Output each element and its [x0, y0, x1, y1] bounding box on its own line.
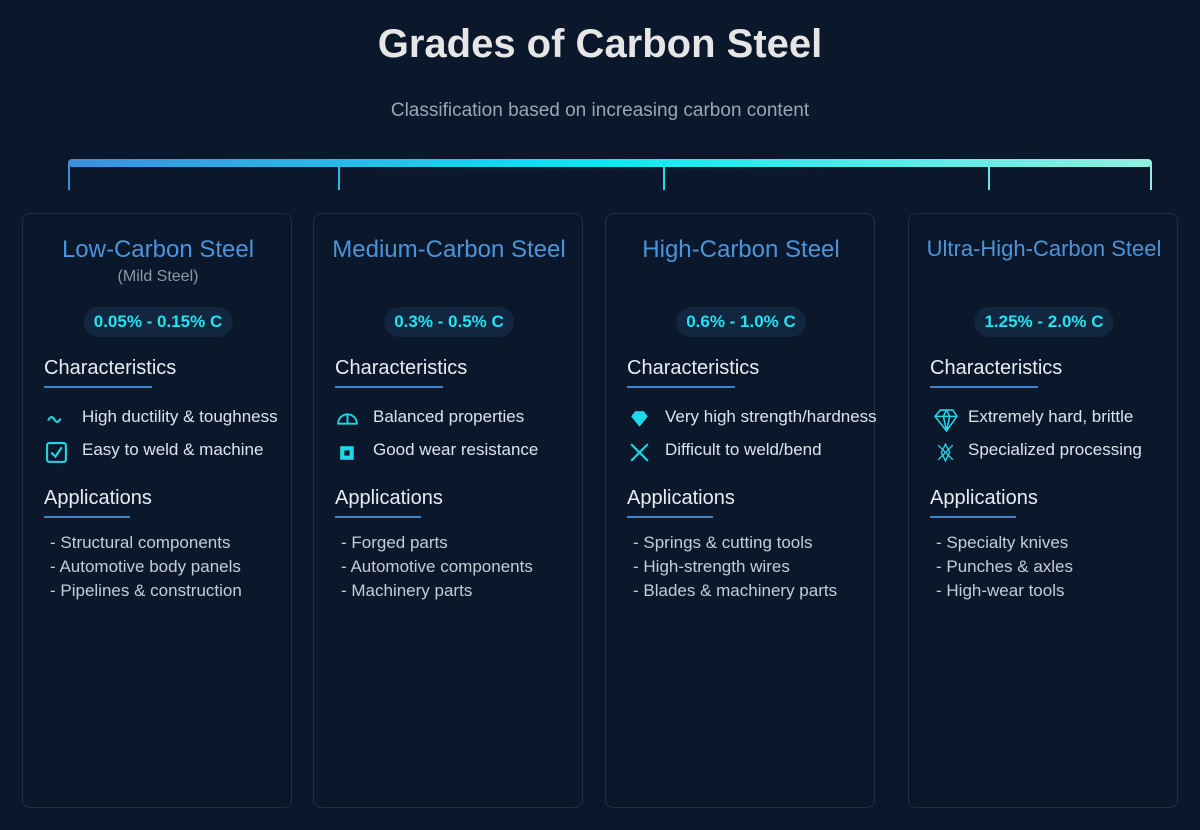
carbon-range: 0.05% - 0.15% C — [83, 307, 233, 337]
icon-graphic — [340, 446, 354, 460]
heading-underline — [930, 386, 1038, 388]
icon-graphic — [630, 443, 649, 462]
icon — [628, 441, 652, 470]
heading-underline — [44, 386, 152, 388]
card-subtitle: (Mild Steel) — [117, 268, 199, 285]
section-heading: Applications — [930, 487, 1038, 509]
icon — [336, 408, 360, 437]
icon-graphic — [937, 442, 954, 463]
icon — [628, 408, 652, 437]
application: - Pipelines & construction — [50, 581, 242, 600]
application: - Structural components — [50, 533, 231, 552]
card-title: High-Carbon Steel — [642, 236, 840, 263]
section-heading: Applications — [44, 487, 152, 509]
characteristic: High ductility & toughness — [82, 407, 278, 426]
carbon-range: 1.25% - 2.0% C — [974, 307, 1114, 337]
application: - Automotive body panels — [50, 557, 241, 576]
application: - Specialty knives — [936, 533, 1069, 552]
characteristic: Difficult to weld/bend — [665, 440, 822, 459]
icon-graphic — [631, 411, 648, 427]
icon — [45, 441, 69, 470]
application: - High-strength wires — [633, 557, 790, 576]
icon-graphic — [47, 416, 62, 423]
card-title: Medium-Carbon Steel — [332, 236, 566, 263]
heading-underline — [44, 516, 130, 518]
icon — [45, 408, 69, 437]
application: - Blades & machinery parts — [633, 581, 838, 600]
card-title: Low-Carbon Steel — [61, 236, 255, 263]
characteristic: Specialized processing — [968, 440, 1142, 459]
timeline — [68, 159, 1152, 190]
application: - Forged parts — [341, 533, 448, 552]
icon-graphic — [46, 442, 67, 463]
icon — [336, 441, 360, 470]
card: High-Carbon Steel 0.6% - 1.0% C Characteri… — [605, 213, 877, 808]
characteristic: Balanced properties — [373, 407, 525, 426]
card: Low-Carbon Steel (Mild Steel) 0.05% - 0.15… — [22, 213, 292, 808]
card: Ultra-High-Carbon Steel 1.25% - 2.0% C Cha… — [908, 213, 1178, 808]
characteristic: Very high strength/hardness — [665, 407, 877, 426]
icon — [934, 441, 958, 470]
section-heading: Applications — [335, 487, 443, 509]
section-heading: Characteristics — [930, 357, 1063, 379]
application: - Machinery parts — [341, 581, 473, 600]
characteristic: Easy to weld & machine — [82, 440, 264, 459]
heading-underline — [335, 516, 421, 518]
section-heading: Characteristics — [44, 357, 177, 379]
application: - High-wear tools — [936, 581, 1065, 600]
heading-underline — [335, 386, 443, 388]
icon-graphic — [934, 408, 958, 433]
section-heading: Characteristics — [627, 357, 760, 379]
card-title: Ultra-High-Carbon Steel — [926, 236, 1162, 261]
timeline-ticks — [68, 163, 1152, 190]
heading-underline — [627, 386, 735, 388]
application: - Punches & axles — [936, 557, 1074, 576]
section-heading: Applications — [627, 487, 735, 509]
card: Medium-Carbon Steel 0.3% - 0.5% C Characte… — [313, 213, 583, 808]
characteristic: Extremely hard, brittle — [968, 407, 1134, 426]
icon — [934, 408, 958, 437]
heading-underline — [627, 516, 713, 518]
heading-underline — [930, 516, 1016, 518]
application: - Automotive components — [341, 557, 533, 576]
page-subtitle: Classification based on increasing carbo… — [390, 100, 810, 121]
characteristic: Good wear resistance — [373, 440, 539, 459]
icon-graphic — [337, 413, 358, 425]
page-title: Grades of Carbon Steel — [377, 22, 823, 66]
carbon-range: 0.6% - 1.0% C — [676, 307, 806, 337]
carbon-range: 0.3% - 0.5% C — [384, 307, 514, 337]
section-heading: Characteristics — [335, 357, 468, 379]
application: - Springs & cutting tools — [633, 533, 813, 552]
